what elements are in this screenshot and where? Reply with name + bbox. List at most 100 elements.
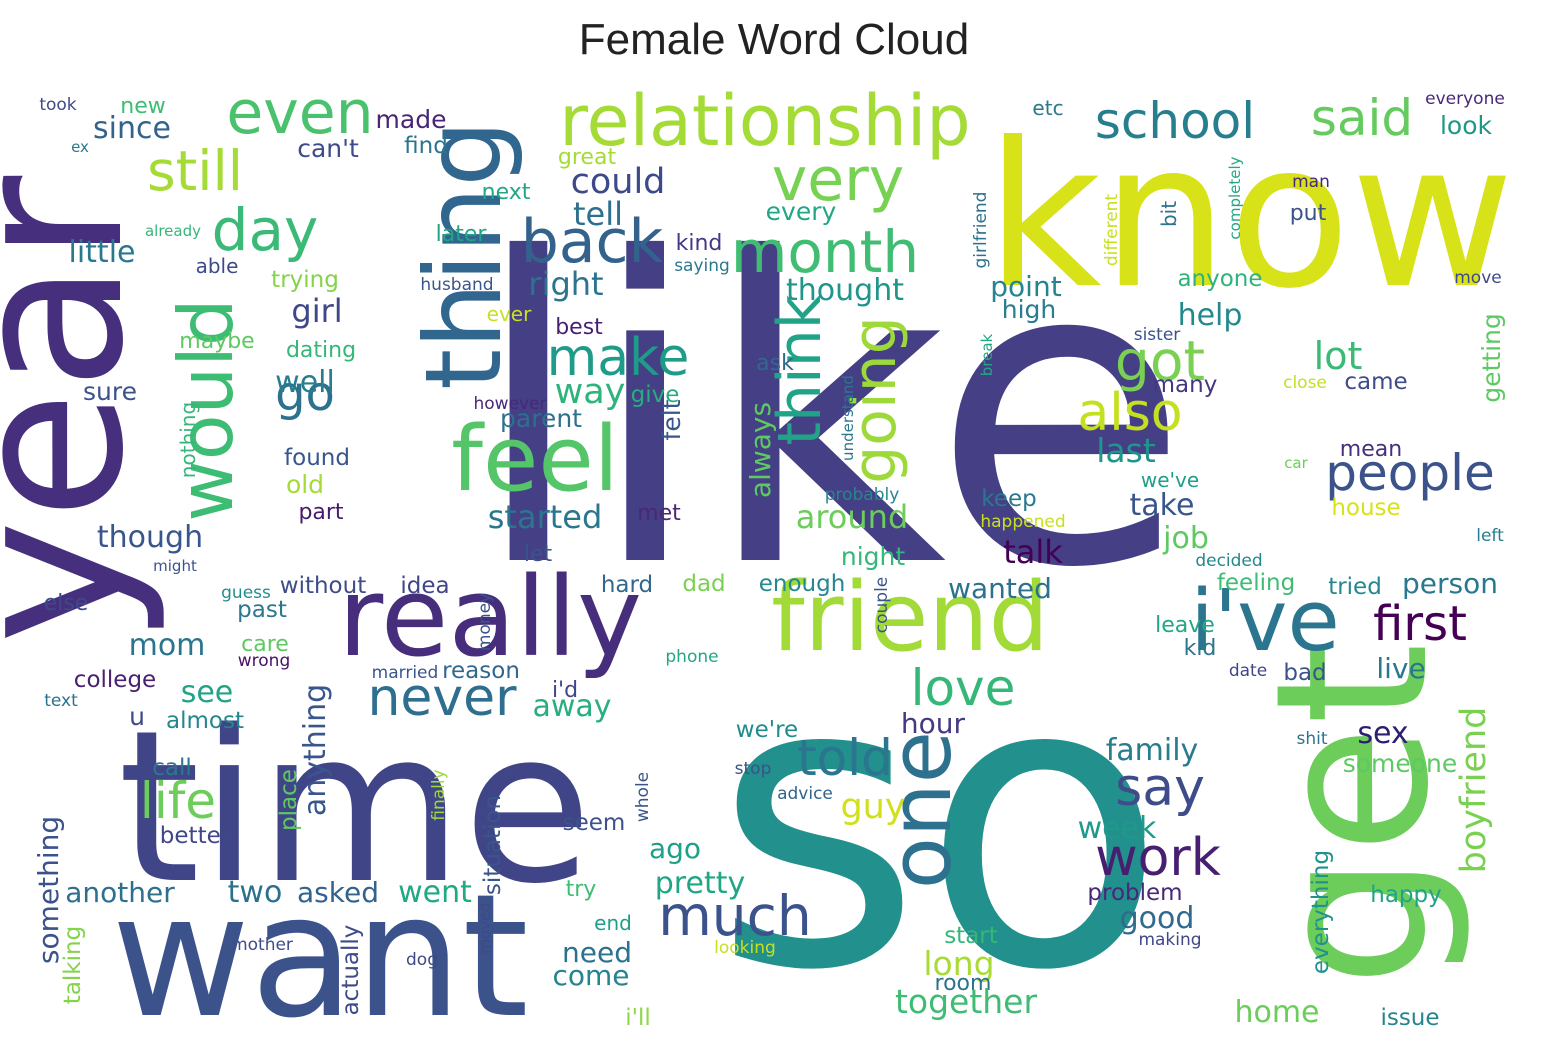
cloud-word: find — [404, 133, 448, 159]
cloud-word: pretty — [655, 866, 745, 901]
cloud-word: shit — [1296, 729, 1327, 749]
cloud-word: call — [152, 755, 192, 781]
cloud-word: friend — [771, 563, 1049, 673]
cloud-word: help — [1178, 298, 1243, 333]
cloud-word: much — [658, 884, 812, 948]
cloud-word: job — [1162, 521, 1209, 556]
cloud-word: let — [524, 542, 553, 567]
cloud-word: move — [1454, 268, 1501, 288]
cloud-word: around — [796, 498, 909, 536]
cloud-word: also — [1077, 383, 1182, 443]
cloud-word: man — [1292, 172, 1330, 192]
cloud-word: different — [1102, 194, 1122, 267]
cloud-word: idea — [400, 573, 449, 599]
cloud-word: could — [571, 162, 666, 202]
cloud-word: home — [1234, 995, 1319, 1030]
cloud-word: without — [280, 573, 366, 599]
cloud-word: date — [1229, 661, 1267, 681]
cloud-word: many — [1153, 372, 1218, 398]
cloud-word: room — [935, 971, 992, 996]
cloud-word: we've — [1141, 468, 1199, 492]
cloud-word: people — [1325, 444, 1494, 502]
cloud-word: i'd — [552, 678, 578, 703]
cloud-word: stop — [735, 759, 772, 779]
cloud-word: problem — [1087, 880, 1182, 906]
cloud-word: another — [65, 876, 175, 909]
cloud-word: day — [212, 196, 319, 264]
cloud-word: new — [120, 94, 165, 119]
cloud-word: reason — [442, 658, 520, 684]
cloud-word: good — [1120, 901, 1195, 936]
cloud-word: lot — [1314, 334, 1363, 378]
cloud-word: happy — [1370, 882, 1441, 908]
cloud-word: really — [338, 553, 642, 681]
cloud-word: always — [744, 402, 777, 498]
cloud-word: guy — [840, 787, 905, 827]
cloud-word: seem — [563, 810, 626, 836]
cloud-word: right — [528, 265, 603, 303]
cloud-word: probably — [825, 485, 900, 505]
cloud-word: place — [276, 769, 302, 831]
cloud-word: u — [129, 702, 145, 731]
cloud-word: already — [145, 222, 201, 240]
cloud-word: took — [39, 95, 76, 115]
cloud-word: nothing — [176, 402, 200, 478]
cloud-word: we're — [736, 717, 798, 743]
cloud-word: situation — [480, 795, 506, 895]
cloud-word: sure — [83, 377, 137, 406]
cloud-word: thing — [403, 120, 525, 390]
cloud-word: went — [398, 875, 472, 910]
cloud-word: great — [558, 145, 617, 170]
cloud-word: dad — [682, 571, 725, 597]
cloud-word: started — [488, 498, 603, 536]
cloud-word: though — [97, 520, 203, 555]
cloud-word: trying — [271, 267, 339, 293]
cloud-word: better — [160, 823, 231, 849]
cloud-word: almost — [166, 708, 244, 734]
figure-title: Female Word Cloud — [578, 15, 970, 64]
cloud-word: hour — [901, 707, 966, 740]
cloud-word: else — [44, 591, 89, 616]
cloud-word: long — [923, 944, 994, 983]
cloud-word: go — [275, 366, 335, 422]
cloud-word: dating — [286, 338, 356, 363]
cloud-word: tell — [573, 195, 623, 233]
cloud-word: family — [1106, 733, 1199, 768]
cloud-word: talking — [60, 926, 86, 1004]
cloud-word: girlfriend — [971, 192, 991, 269]
cloud-word: can't — [297, 134, 359, 163]
cloud-word: old — [286, 470, 324, 499]
cloud-word: mother — [231, 935, 293, 955]
cloud-word: look — [1440, 111, 1493, 140]
cloud-word: going — [840, 316, 910, 484]
cloud-word: need — [562, 936, 632, 969]
cloud-word: kid — [1184, 636, 1217, 661]
cloud-word: wrong — [238, 651, 291, 671]
cloud-word: mom — [129, 628, 206, 663]
cloud-word: ago — [649, 832, 701, 865]
cloud-word: enough — [759, 571, 846, 597]
cloud-word: anyone — [1177, 266, 1262, 292]
cloud-word: come — [552, 959, 629, 992]
cloud-word: part — [298, 500, 343, 525]
cloud-word: came — [1344, 369, 1407, 395]
cloud-word: back — [521, 207, 664, 277]
cloud-word: found — [284, 445, 350, 471]
cloud-word: never — [367, 668, 517, 728]
cloud-word: little — [69, 235, 136, 270]
cloud-word: take — [1130, 488, 1195, 523]
cloud-word: actually — [338, 925, 364, 1016]
cloud-word: talk — [1003, 533, 1063, 571]
cloud-word: say — [1115, 758, 1205, 818]
cloud-word: so — [713, 593, 1166, 1058]
cloud-word: end — [594, 911, 632, 935]
cloud-word: start — [944, 923, 998, 949]
cloud-word: make — [547, 328, 690, 388]
cloud-word: moved — [476, 902, 494, 953]
cloud-word: happened — [980, 512, 1065, 532]
cloud-word: maybe — [179, 329, 254, 354]
cloud-word: guess — [221, 583, 271, 603]
cloud-word: ask — [756, 351, 794, 376]
cloud-word: work — [1095, 828, 1221, 888]
